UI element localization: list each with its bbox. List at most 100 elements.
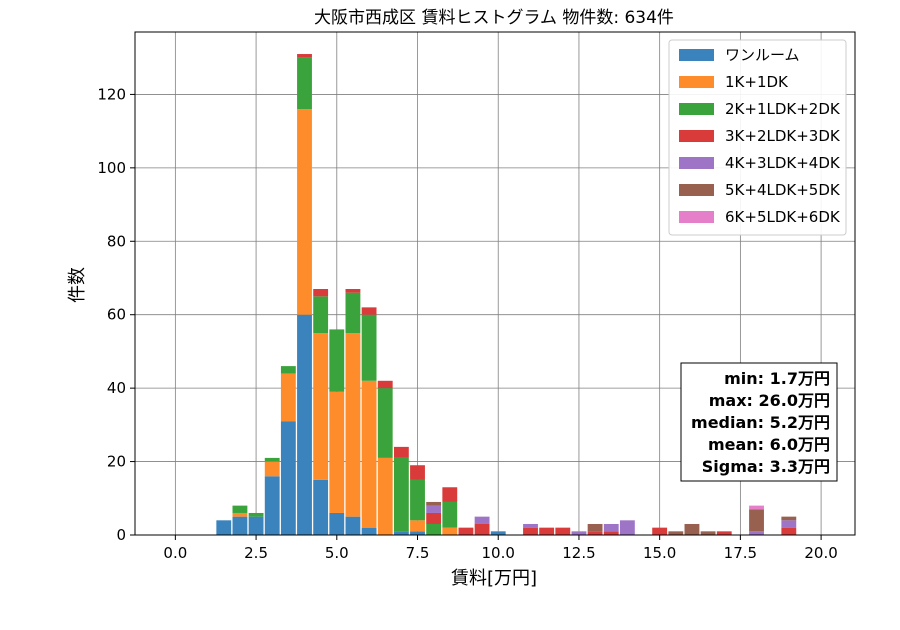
- legend-swatch: [679, 211, 714, 223]
- bar-segment: [749, 531, 764, 535]
- bar-segment: [313, 289, 329, 297]
- stats-line: min: 1.7万円: [724, 369, 830, 388]
- bar-segment: [684, 523, 700, 535]
- plot-frame: [134, 31, 856, 536]
- bar-segment: [474, 516, 490, 524]
- x-tick-label: 0.0: [163, 544, 187, 562]
- bar-segment: [555, 527, 571, 535]
- bar-segment: [426, 501, 442, 506]
- bar-segment: [571, 531, 587, 535]
- x-tick-label: 12.5: [562, 544, 595, 562]
- x-axis-label: 賃料[万円]: [451, 568, 537, 589]
- bar-segment: [345, 333, 361, 517]
- bar-segment: [297, 109, 312, 315]
- bar-segment: [345, 516, 361, 535]
- bar-segment: [377, 380, 393, 389]
- bar-segment: [361, 307, 377, 315]
- legend: ワンルーム 1K+1DK 2K+1LDK+2DK 3K+2LDK+3DK 4K+3LDK…: [668, 39, 847, 236]
- x-tick-label: 5.0: [325, 544, 349, 562]
- bar-segment: [264, 461, 280, 477]
- bar-segment: [652, 527, 668, 535]
- bar-segment: [587, 523, 603, 532]
- legend-label: 4K+3LDK+4DK: [725, 154, 841, 172]
- bar-segment: [297, 57, 312, 110]
- bar-segment: [280, 366, 296, 374]
- y-tick-label: 0: [116, 526, 126, 544]
- stats-line: median: 5.2万円: [691, 413, 830, 432]
- bar-segment: [313, 296, 329, 334]
- legend-swatch: [679, 157, 714, 169]
- y-tick-label: 60: [107, 306, 126, 324]
- bar-segment: [280, 373, 296, 422]
- bar-segment: [749, 505, 764, 510]
- bar-segment: [232, 512, 248, 517]
- bar-segment: [248, 512, 264, 517]
- bar-segment: [668, 531, 684, 535]
- bar-segment: [410, 520, 425, 532]
- bar-segment: [442, 527, 458, 535]
- y-tick-label: 120: [97, 85, 126, 103]
- bar-segment: [264, 476, 280, 535]
- bar-segment: [232, 516, 248, 535]
- bar-segment: [248, 516, 264, 535]
- legend-label: 1K+1DK: [725, 73, 789, 91]
- bars: [216, 54, 797, 535]
- x-tick-label: 20.0: [804, 544, 837, 562]
- bar-segment: [232, 505, 248, 513]
- bar-segment: [313, 479, 329, 535]
- x-axis-ticks: 0.0 2.5 5.0 7.5 10.0 12.5 15.0 17.5 20.0: [163, 535, 838, 562]
- bar-segment: [361, 314, 377, 381]
- bar-segment: [329, 512, 345, 535]
- bar-segment: [523, 523, 538, 528]
- bar-segment: [410, 479, 425, 521]
- bar-segment: [345, 289, 361, 293]
- bar-segment: [361, 527, 377, 535]
- bar-segment: [410, 465, 425, 480]
- y-axis-label: 件数: [67, 267, 88, 303]
- legend-swatch: [679, 76, 714, 88]
- bar-segment: [603, 531, 619, 535]
- bar-segment: [377, 457, 393, 535]
- bar-segment: [329, 391, 345, 513]
- stats-line: Sigma: 3.3万円: [702, 457, 830, 476]
- bar-segment: [458, 527, 474, 535]
- y-tick-label: 20: [107, 453, 126, 471]
- bar-segment: [781, 520, 797, 528]
- legend-label: ワンルーム: [725, 46, 800, 64]
- legend-swatch: [679, 184, 714, 196]
- bar-segment: [280, 421, 296, 535]
- bar-segment: [781, 516, 797, 521]
- bar-segment: [539, 527, 555, 535]
- legend-swatch: [679, 130, 714, 142]
- y-tick-label: 80: [107, 232, 126, 250]
- stats-line: mean: 6.0万円: [708, 435, 830, 454]
- bar-segment: [587, 531, 603, 535]
- grid-lines: [135, 32, 855, 536]
- bar-segment: [700, 531, 716, 535]
- legend-label: 3K+2LDK+3DK: [725, 127, 841, 145]
- bar-segment: [216, 520, 232, 535]
- bar-segment: [393, 531, 409, 535]
- stats-line: max: 26.0万円: [709, 391, 830, 410]
- bar-segment: [361, 380, 377, 528]
- bar-segment: [781, 527, 797, 535]
- x-tick-label: 17.5: [724, 544, 757, 562]
- bar-segment: [619, 520, 635, 535]
- bar-segment: [426, 523, 442, 535]
- stats-box: min: 1.7万円 max: 26.0万円 median: 5.2万円 mean: …: [680, 362, 838, 482]
- bar-segment: [329, 329, 345, 392]
- bar-segment: [410, 531, 425, 535]
- x-tick-label: 7.5: [406, 544, 430, 562]
- stats-box-frame: [680, 362, 838, 482]
- bar-segment: [474, 523, 490, 535]
- bar-segment: [393, 446, 409, 458]
- x-tick-label: 15.0: [643, 544, 676, 562]
- legend-label: 6K+5LDK+6DK: [725, 208, 841, 226]
- bar-segment: [313, 333, 329, 480]
- bar-segment: [603, 523, 619, 532]
- bar-segment: [393, 457, 409, 532]
- bar-segment: [345, 292, 361, 334]
- y-tick-label: 100: [97, 159, 126, 177]
- legend-label: 5K+4LDK+5DK: [725, 181, 841, 199]
- legend-swatch: [679, 103, 714, 115]
